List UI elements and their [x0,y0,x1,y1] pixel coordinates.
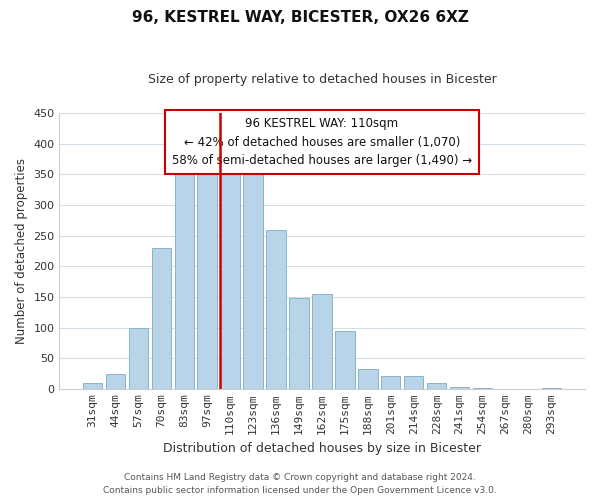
Bar [128,328,148,389]
Bar [289,298,309,389]
Bar [197,162,217,389]
Bar [335,330,355,389]
Bar [175,165,194,389]
Text: Contains HM Land Registry data © Crown copyright and database right 2024.
Contai: Contains HM Land Registry data © Crown c… [103,473,497,495]
Bar [404,376,424,389]
Bar [244,172,263,389]
Bar [450,387,469,389]
Bar [106,374,125,389]
Bar [220,159,240,389]
Title: Size of property relative to detached houses in Bicester: Size of property relative to detached ho… [148,72,496,86]
Bar [312,294,332,389]
Bar [358,369,377,389]
Bar [542,388,561,389]
Y-axis label: Number of detached properties: Number of detached properties [15,158,28,344]
Text: 96 KESTREL WAY: 110sqm
← 42% of detached houses are smaller (1,070)
58% of semi-: 96 KESTREL WAY: 110sqm ← 42% of detached… [172,117,472,167]
Text: 96, KESTREL WAY, BICESTER, OX26 6XZ: 96, KESTREL WAY, BICESTER, OX26 6XZ [131,10,469,25]
Bar [427,383,446,389]
Bar [83,383,102,389]
Bar [473,388,492,389]
X-axis label: Distribution of detached houses by size in Bicester: Distribution of detached houses by size … [163,442,481,455]
Bar [152,248,171,389]
Bar [266,230,286,389]
Bar [381,376,400,389]
